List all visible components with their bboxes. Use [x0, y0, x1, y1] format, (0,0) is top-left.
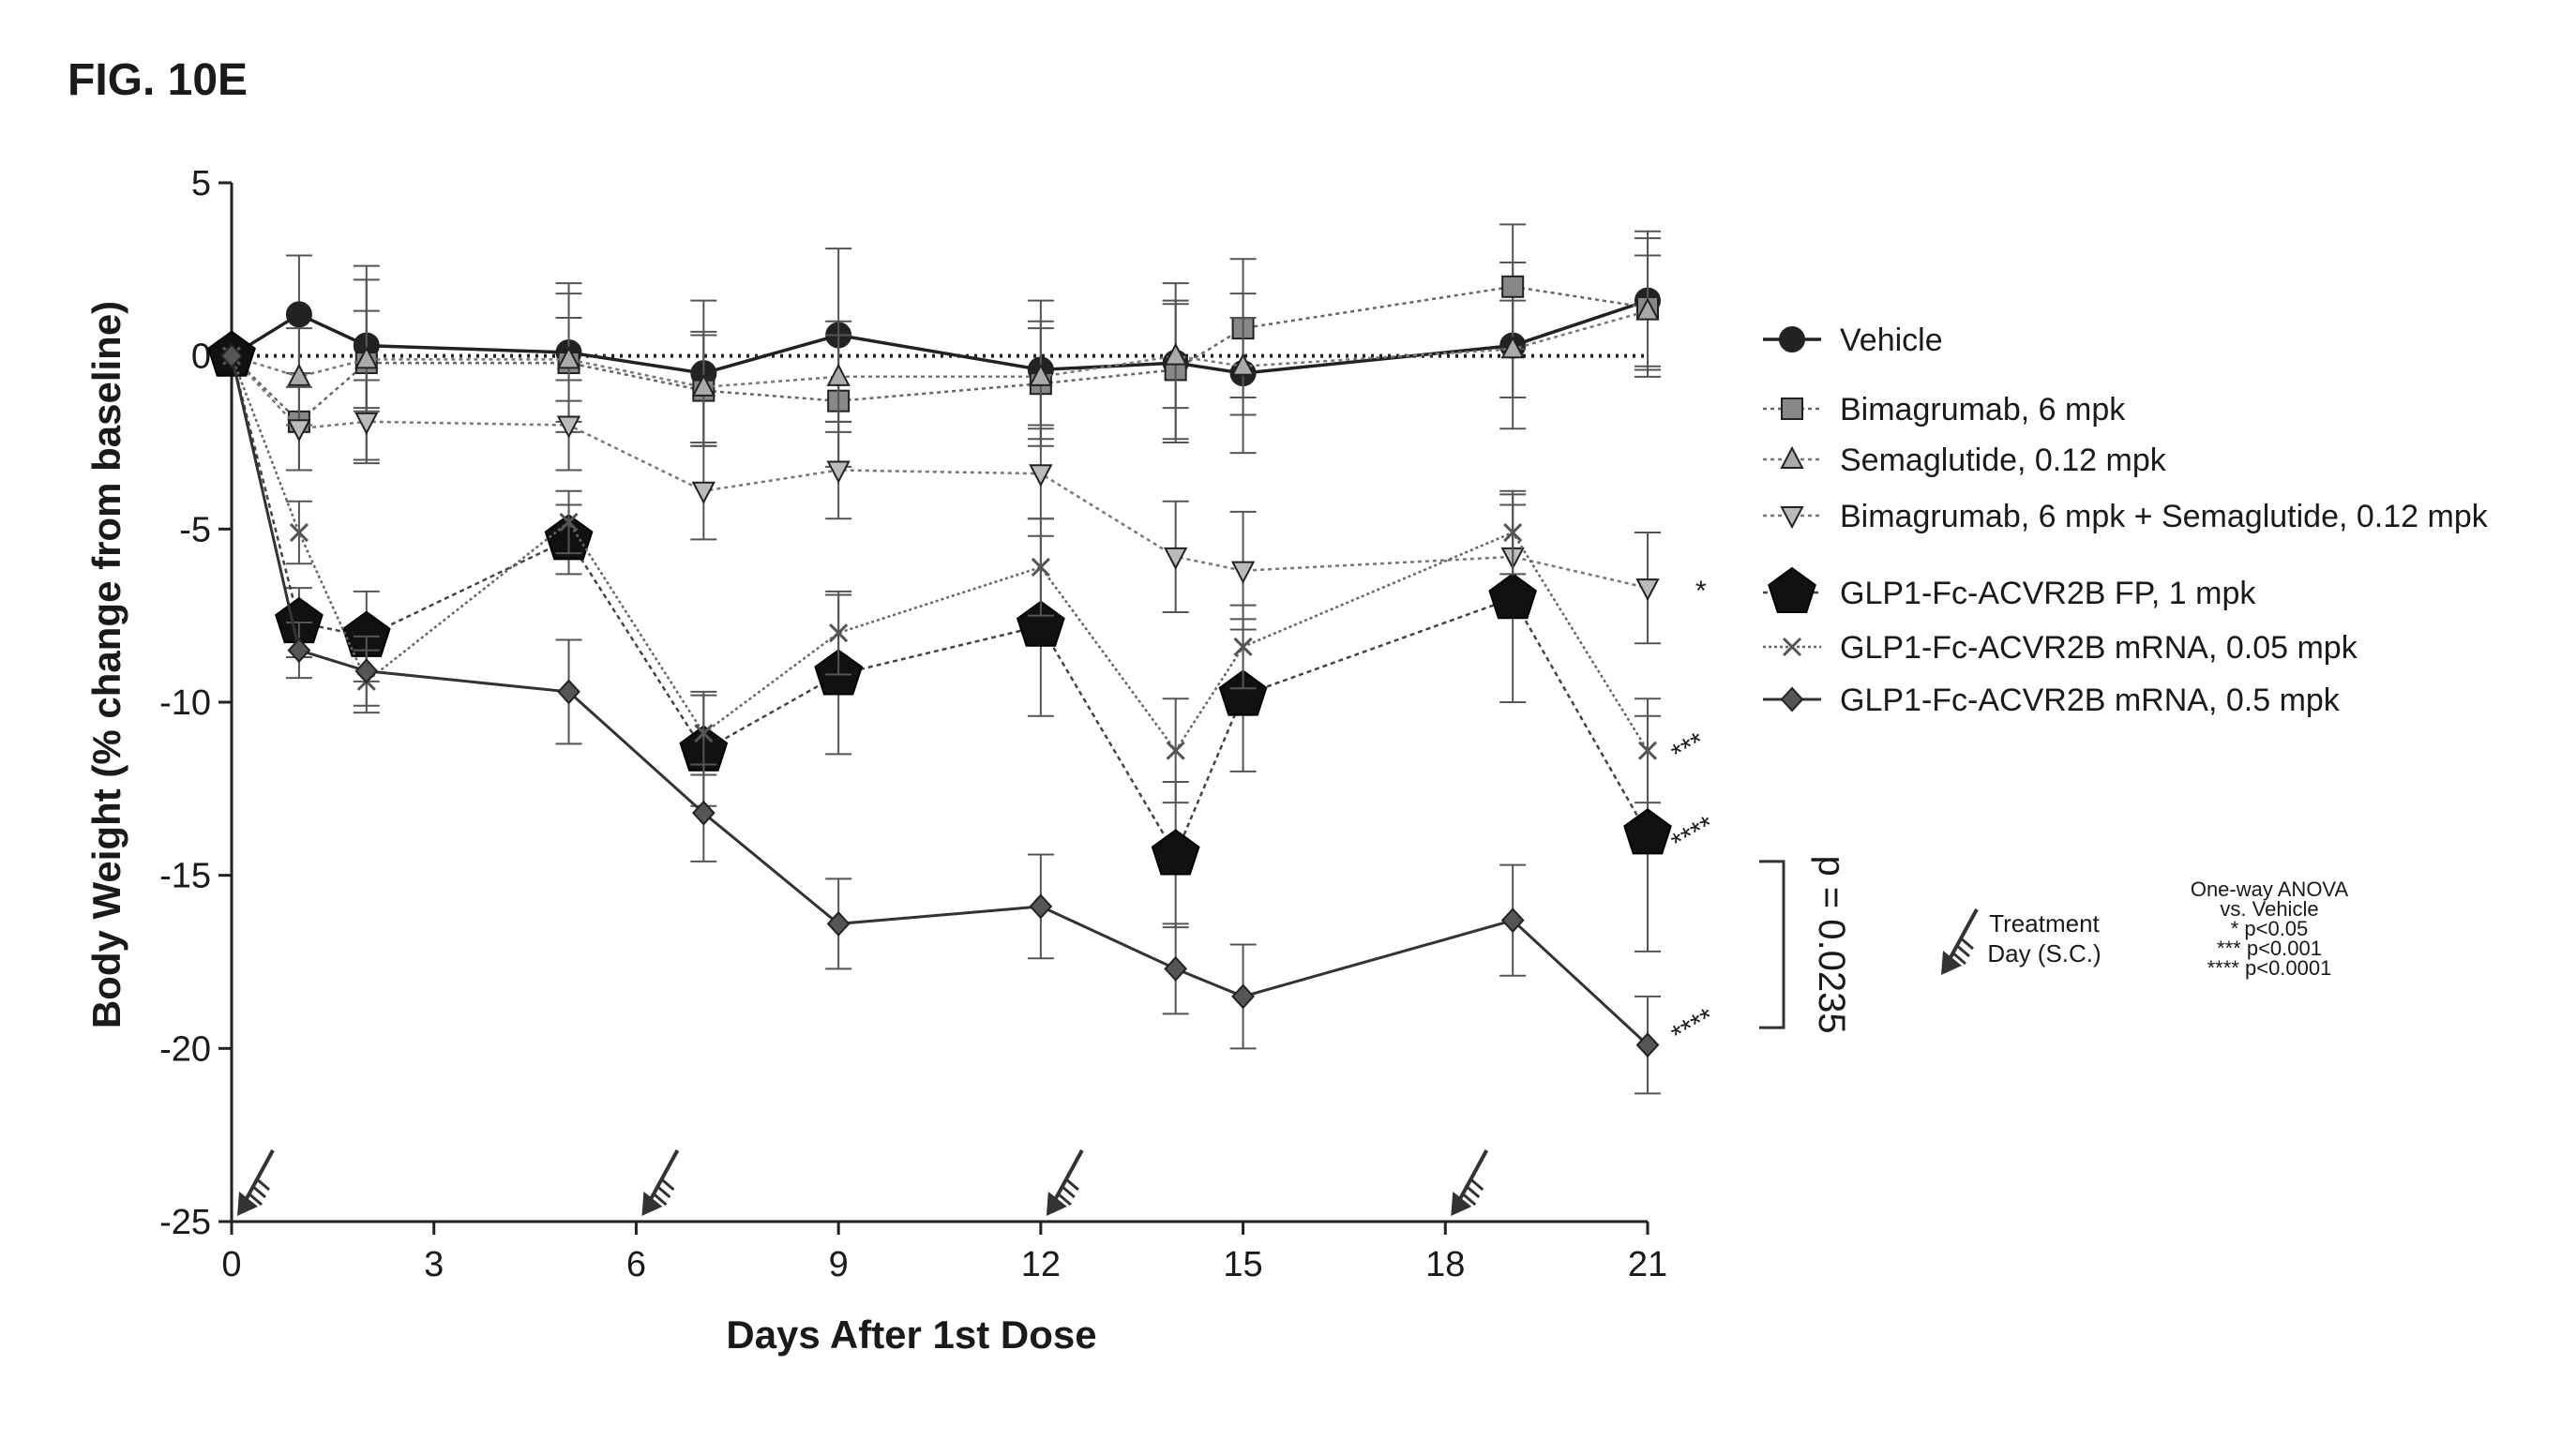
data-point [1490, 574, 1536, 618]
chart-legend: Vehicle Bimagrumab, 6 mpk Semaglutide, 0.1… [1763, 322, 2489, 718]
data-point [1502, 277, 1523, 297]
series-5 [223, 348, 1661, 802]
error-bars [286, 622, 1661, 1093]
y-tick-label: -25 [159, 1203, 211, 1242]
series-line [232, 301, 1648, 374]
series-line [232, 356, 1648, 855]
legend-marker [1782, 448, 1802, 468]
treatment-arrow [1451, 1150, 1486, 1216]
legend-marker [1782, 688, 1802, 711]
legend-marker [1769, 568, 1815, 612]
treatment-arrow [1047, 1150, 1082, 1216]
treatment-legend: TreatmentDay (S.C.) [1941, 909, 2101, 975]
x-tick-label: 12 [1021, 1245, 1061, 1284]
legend-label: GLP1-Fc-ACVR2B mRNA, 0.05 mpk [1840, 630, 2358, 666]
series-line [232, 356, 1648, 751]
p-value-bracket: p = 0.0235 [1759, 855, 1852, 1033]
series-4 [208, 332, 1670, 952]
data-point [1624, 809, 1670, 853]
legend-label: Vehicle [1840, 322, 1943, 358]
x-tick-label: 9 [829, 1245, 849, 1284]
bracket-line [1759, 862, 1784, 1028]
error-bars [286, 224, 1661, 470]
treatment-legend-text: Day (S.C.) [1987, 939, 2101, 968]
stats-note: One-way ANOVAvs. Vehicle* p<0.05*** p<0.… [2191, 878, 2349, 980]
error-bars [286, 491, 1661, 802]
significance-markers: ************ [1666, 576, 1720, 1051]
x-tick-label: 0 [221, 1245, 241, 1284]
x-tick-label: 18 [1425, 1245, 1465, 1284]
series-line [232, 356, 1648, 588]
legend-marker [1780, 327, 1804, 352]
data-point [1233, 985, 1254, 1008]
y-tick-label: -10 [159, 683, 211, 723]
legend-item: Semaglutide, 0.12 mpk [1763, 442, 2167, 478]
x-tick-label: 3 [424, 1245, 444, 1284]
legend-marker [1782, 507, 1802, 527]
data-point [1152, 831, 1199, 875]
data-point [559, 417, 580, 437]
chart-axes [232, 183, 1648, 1222]
body-weight-line-chart: 0 3 6 9 12 15 18 21 5 0 -5 -10 -15 -20 -25 Body Weigh… [0, 0, 2576, 1440]
x-tick-label: 15 [1223, 1245, 1262, 1284]
treatment-legend-text: Treatment [1989, 909, 2100, 938]
significance-label: * [1695, 576, 1707, 607]
data-point [1031, 465, 1051, 485]
legend-item: Bimagrumab, 6 mpk [1763, 392, 2126, 428]
data-point [1637, 579, 1658, 599]
y-tick-label: -5 [179, 510, 211, 549]
x-tick-label: 6 [626, 1245, 646, 1284]
legend-label: Bimagrumab, 6 mpk + Semaglutide, 0.12 mp… [1840, 499, 2489, 534]
treatment-legend-arrow [1941, 909, 1977, 975]
data-point [1031, 895, 1051, 918]
legend-item: GLP1-Fc-ACVR2B FP, 1 mpk [1763, 568, 2256, 612]
legend-label: Semaglutide, 0.12 mpk [1840, 442, 2167, 478]
bracket-p-value: p = 0.0235 [1811, 855, 1852, 1033]
legend-item: Bimagrumab, 6 mpk + Semaglutide, 0.12 mp… [1763, 499, 2489, 534]
legend-label: GLP1-Fc-ACVR2B mRNA, 0.5 mpk [1840, 682, 2341, 718]
legend-item: Vehicle [1763, 322, 1943, 358]
error-bars [286, 381, 1661, 644]
significance-label: *** [1666, 727, 1710, 770]
treatment-arrow [641, 1150, 677, 1216]
error-bars [286, 494, 1661, 952]
significance-label: **** [1666, 1002, 1720, 1051]
legend-label: Bimagrumab, 6 mpk [1840, 392, 2126, 428]
treatment-day-arrows [237, 1150, 1486, 1216]
y-tick-label: 5 [191, 164, 211, 203]
series-line [232, 356, 1648, 1045]
y-axis-title: Body Weight (% change from baseline) [84, 301, 128, 1028]
y-tick-label: 0 [191, 338, 211, 377]
legend-item: GLP1-Fc-ACVR2B mRNA, 0.05 mpk [1763, 630, 2358, 666]
treatment-arrow [237, 1150, 273, 1216]
legend-marker [1782, 398, 1802, 419]
data-point [1233, 562, 1254, 582]
x-axis-ticks: 0 3 6 9 12 15 18 21 [221, 1222, 1667, 1284]
y-tick-label: -20 [159, 1029, 211, 1069]
legend-label: GLP1-Fc-ACVR2B FP, 1 mpk [1840, 576, 2256, 611]
legend-item: GLP1-Fc-ACVR2B mRNA, 0.5 mpk [1763, 682, 2341, 718]
significance-label: **** [1666, 810, 1720, 859]
data-point [828, 912, 849, 935]
stats-note-line: **** p<0.0001 [2207, 956, 2332, 980]
data-point [828, 366, 849, 385]
error-bars [286, 232, 1661, 453]
x-tick-label: 21 [1628, 1245, 1667, 1284]
data-point [693, 483, 714, 502]
y-axis-ticks: 5 0 -5 -10 -15 -20 -25 [159, 164, 232, 1242]
data-point [287, 302, 311, 326]
series-6 [221, 345, 1661, 1094]
x-axis-title: Days After 1st Dose [726, 1312, 1096, 1357]
data-point [1166, 957, 1186, 980]
series-0 [219, 232, 1661, 453]
y-tick-label: -15 [159, 857, 211, 896]
